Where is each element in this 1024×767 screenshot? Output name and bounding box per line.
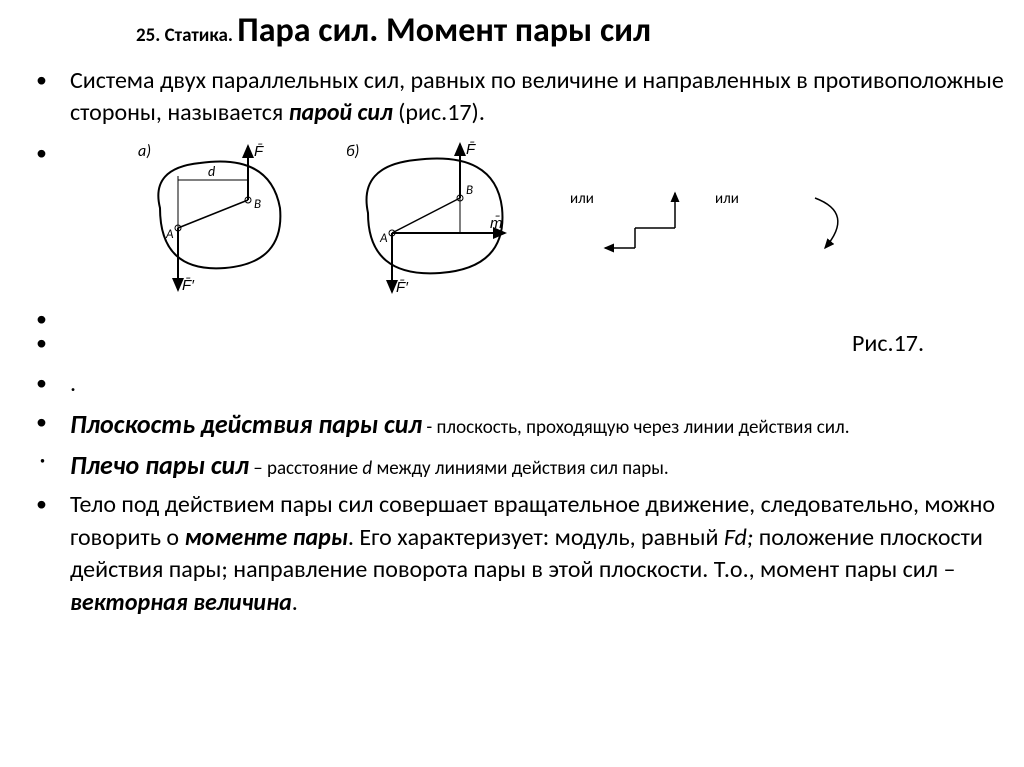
bullet-dot: . bbox=[20, 368, 1004, 400]
svg-text:A: A bbox=[379, 231, 388, 246]
diagram-a: а) A B F̄ F̄′ bbox=[130, 138, 300, 298]
svg-text:или: или bbox=[715, 190, 739, 208]
svg-text:B: B bbox=[466, 183, 473, 198]
bullet-empty-1 bbox=[20, 304, 1004, 322]
svg-text:m̄: m̄ bbox=[490, 215, 503, 233]
diagram-alternatives: или или bbox=[560, 173, 880, 263]
page-title: 25. Статика. Пара сил. Момент пары сил bbox=[136, 10, 1004, 51]
bullet-list: Система двух параллельных сил, равных по… bbox=[20, 65, 1004, 619]
bullet-definition: Система двух параллельных сил, равных по… bbox=[20, 65, 1004, 130]
svg-text:а): а) bbox=[138, 142, 151, 161]
svg-text:или: или bbox=[570, 190, 594, 208]
svg-text:F̄: F̄ bbox=[254, 143, 264, 161]
bullet-body: Тело под действием пары сил совершает вр… bbox=[20, 489, 1004, 619]
svg-text:F̄′: F̄′ bbox=[396, 279, 409, 297]
bullet-arm: Плечо пары сил – расстояние d между лини… bbox=[20, 448, 1004, 483]
title-main: Пара сил. Момент пары сил bbox=[237, 10, 651, 51]
svg-text:F̄: F̄ bbox=[466, 141, 476, 159]
svg-text:F̄′: F̄′ bbox=[182, 277, 195, 295]
diagram-b: б) A B F̄ F̄′ m̄ bbox=[340, 138, 520, 298]
svg-text:б): б) bbox=[346, 142, 359, 161]
title-prefix: 25. Статика. bbox=[136, 24, 237, 47]
bullet-plane: Плоскость действия пары сил - плоскость,… bbox=[20, 407, 1004, 442]
svg-text:A: A bbox=[165, 227, 174, 242]
svg-text:B: B bbox=[254, 197, 261, 212]
svg-text:d: d bbox=[208, 163, 215, 180]
bullet-fig-caption: Рис.17. bbox=[20, 328, 1004, 360]
bullet-diagram-row: а) A B F̄ F̄′ bbox=[20, 138, 1004, 298]
figure-caption: Рис.17. bbox=[70, 328, 1004, 360]
